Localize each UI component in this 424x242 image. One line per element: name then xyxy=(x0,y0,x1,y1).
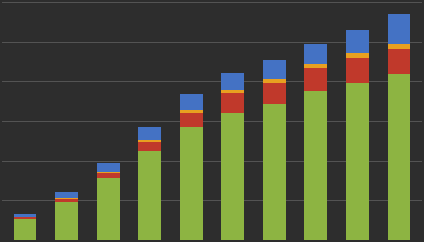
Bar xyxy=(138,127,161,140)
Bar xyxy=(263,79,286,83)
Bar xyxy=(388,14,410,44)
Bar xyxy=(55,192,78,198)
Bar xyxy=(138,142,161,151)
Bar xyxy=(346,30,369,53)
Bar xyxy=(97,173,120,178)
Bar xyxy=(304,91,327,240)
Bar xyxy=(304,44,327,64)
Bar xyxy=(263,60,286,79)
Bar xyxy=(14,214,36,217)
Bar xyxy=(180,113,203,127)
Bar xyxy=(221,93,244,113)
Bar xyxy=(180,127,203,240)
Bar xyxy=(263,104,286,240)
Bar xyxy=(346,53,369,58)
Bar xyxy=(97,163,120,172)
Bar xyxy=(221,113,244,240)
Bar xyxy=(304,64,327,68)
Bar xyxy=(263,83,286,104)
Bar xyxy=(97,178,120,240)
Bar xyxy=(346,83,369,240)
Bar xyxy=(97,172,120,173)
Bar xyxy=(388,74,410,240)
Bar xyxy=(14,219,36,240)
Bar xyxy=(14,217,36,219)
Bar xyxy=(138,151,161,240)
Bar xyxy=(304,68,327,91)
Bar xyxy=(388,44,410,49)
Bar xyxy=(221,73,244,90)
Bar xyxy=(180,110,203,113)
Bar xyxy=(180,94,203,110)
Bar xyxy=(55,199,78,202)
Bar xyxy=(221,90,244,93)
Bar xyxy=(346,58,369,83)
Bar xyxy=(138,140,161,142)
Bar xyxy=(55,198,78,199)
Bar xyxy=(55,202,78,240)
Bar xyxy=(388,49,410,74)
